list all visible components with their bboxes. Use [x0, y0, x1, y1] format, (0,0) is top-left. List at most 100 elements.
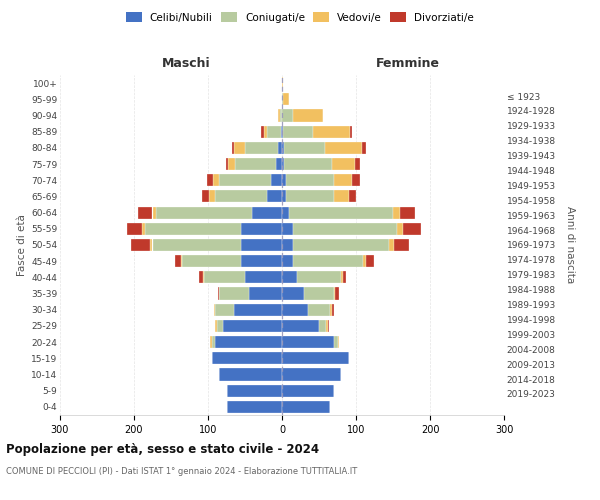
- Bar: [334, 288, 335, 300]
- Bar: [282, 352, 349, 364]
- Bar: [199, 272, 203, 283]
- Text: Popolazione per età, sesso e stato civile - 2024: Popolazione per età, sesso e stato civil…: [6, 442, 319, 456]
- Bar: [214, 304, 215, 316]
- Bar: [267, 126, 281, 138]
- Bar: [278, 110, 280, 122]
- Bar: [364, 255, 367, 268]
- Bar: [282, 239, 293, 251]
- Bar: [282, 384, 334, 397]
- Bar: [227, 384, 282, 397]
- Bar: [282, 93, 283, 106]
- Bar: [337, 336, 339, 348]
- Bar: [284, 158, 332, 170]
- Bar: [241, 239, 282, 251]
- Bar: [245, 142, 278, 154]
- Bar: [282, 110, 293, 122]
- Bar: [137, 206, 152, 218]
- Bar: [349, 190, 356, 202]
- Bar: [282, 401, 330, 413]
- Bar: [202, 190, 209, 202]
- Bar: [182, 255, 241, 268]
- Bar: [335, 288, 339, 300]
- Text: Maschi: Maschi: [161, 57, 211, 70]
- Bar: [282, 206, 289, 218]
- Bar: [282, 304, 308, 316]
- Bar: [234, 304, 282, 316]
- Bar: [215, 190, 267, 202]
- Bar: [282, 320, 319, 332]
- Bar: [215, 320, 217, 332]
- Bar: [156, 206, 253, 218]
- Bar: [362, 142, 365, 154]
- Bar: [343, 272, 346, 283]
- Bar: [282, 255, 293, 268]
- Bar: [278, 142, 282, 154]
- Bar: [245, 272, 282, 283]
- Bar: [334, 190, 349, 202]
- Bar: [203, 272, 204, 283]
- Bar: [334, 174, 352, 186]
- Bar: [355, 158, 361, 170]
- Bar: [282, 158, 284, 170]
- Bar: [249, 288, 282, 300]
- Bar: [217, 320, 223, 332]
- Bar: [328, 320, 329, 332]
- Legend: Celibi/Nubili, Coniugati/e, Vedovi/e, Divorziati/e: Celibi/Nubili, Coniugati/e, Vedovi/e, Di…: [124, 10, 476, 24]
- Bar: [283, 93, 289, 106]
- Bar: [330, 304, 332, 316]
- Bar: [215, 336, 282, 348]
- Bar: [212, 336, 215, 348]
- Bar: [304, 288, 334, 300]
- Bar: [263, 126, 267, 138]
- Bar: [271, 174, 282, 186]
- Bar: [297, 272, 341, 283]
- Bar: [218, 288, 219, 300]
- Bar: [393, 206, 400, 218]
- Bar: [181, 255, 182, 268]
- Bar: [326, 320, 328, 332]
- Bar: [281, 126, 282, 138]
- Bar: [286, 190, 334, 202]
- Bar: [131, 239, 149, 251]
- Bar: [293, 255, 364, 268]
- Bar: [152, 206, 156, 218]
- Bar: [282, 272, 297, 283]
- Bar: [293, 222, 397, 235]
- Bar: [332, 304, 334, 316]
- Bar: [280, 110, 282, 122]
- Bar: [282, 336, 334, 348]
- Bar: [308, 304, 330, 316]
- Bar: [149, 239, 152, 251]
- Bar: [223, 320, 282, 332]
- Bar: [241, 255, 282, 268]
- Bar: [175, 255, 181, 268]
- Bar: [313, 126, 350, 138]
- Bar: [293, 110, 323, 122]
- Bar: [213, 174, 219, 186]
- Bar: [394, 239, 409, 251]
- Bar: [282, 368, 341, 380]
- Bar: [389, 239, 394, 251]
- Bar: [219, 368, 282, 380]
- Bar: [282, 126, 283, 138]
- Bar: [232, 142, 234, 154]
- Bar: [212, 352, 282, 364]
- Y-axis label: Anni di nascita: Anni di nascita: [565, 206, 575, 284]
- Bar: [152, 239, 241, 251]
- Text: COMUNE DI PECCIOLI (PI) - Dati ISTAT 1° gennaio 2024 - Elaborazione TUTTITALIA.I: COMUNE DI PECCIOLI (PI) - Dati ISTAT 1° …: [6, 468, 357, 476]
- Bar: [282, 77, 283, 89]
- Bar: [367, 255, 374, 268]
- Bar: [403, 222, 421, 235]
- Bar: [234, 142, 245, 154]
- Bar: [282, 142, 284, 154]
- Bar: [350, 126, 352, 138]
- Bar: [219, 174, 271, 186]
- Bar: [319, 320, 326, 332]
- Bar: [207, 174, 213, 186]
- Bar: [253, 206, 282, 218]
- Bar: [334, 336, 337, 348]
- Bar: [219, 288, 249, 300]
- Bar: [228, 158, 235, 170]
- Bar: [215, 304, 234, 316]
- Bar: [286, 174, 334, 186]
